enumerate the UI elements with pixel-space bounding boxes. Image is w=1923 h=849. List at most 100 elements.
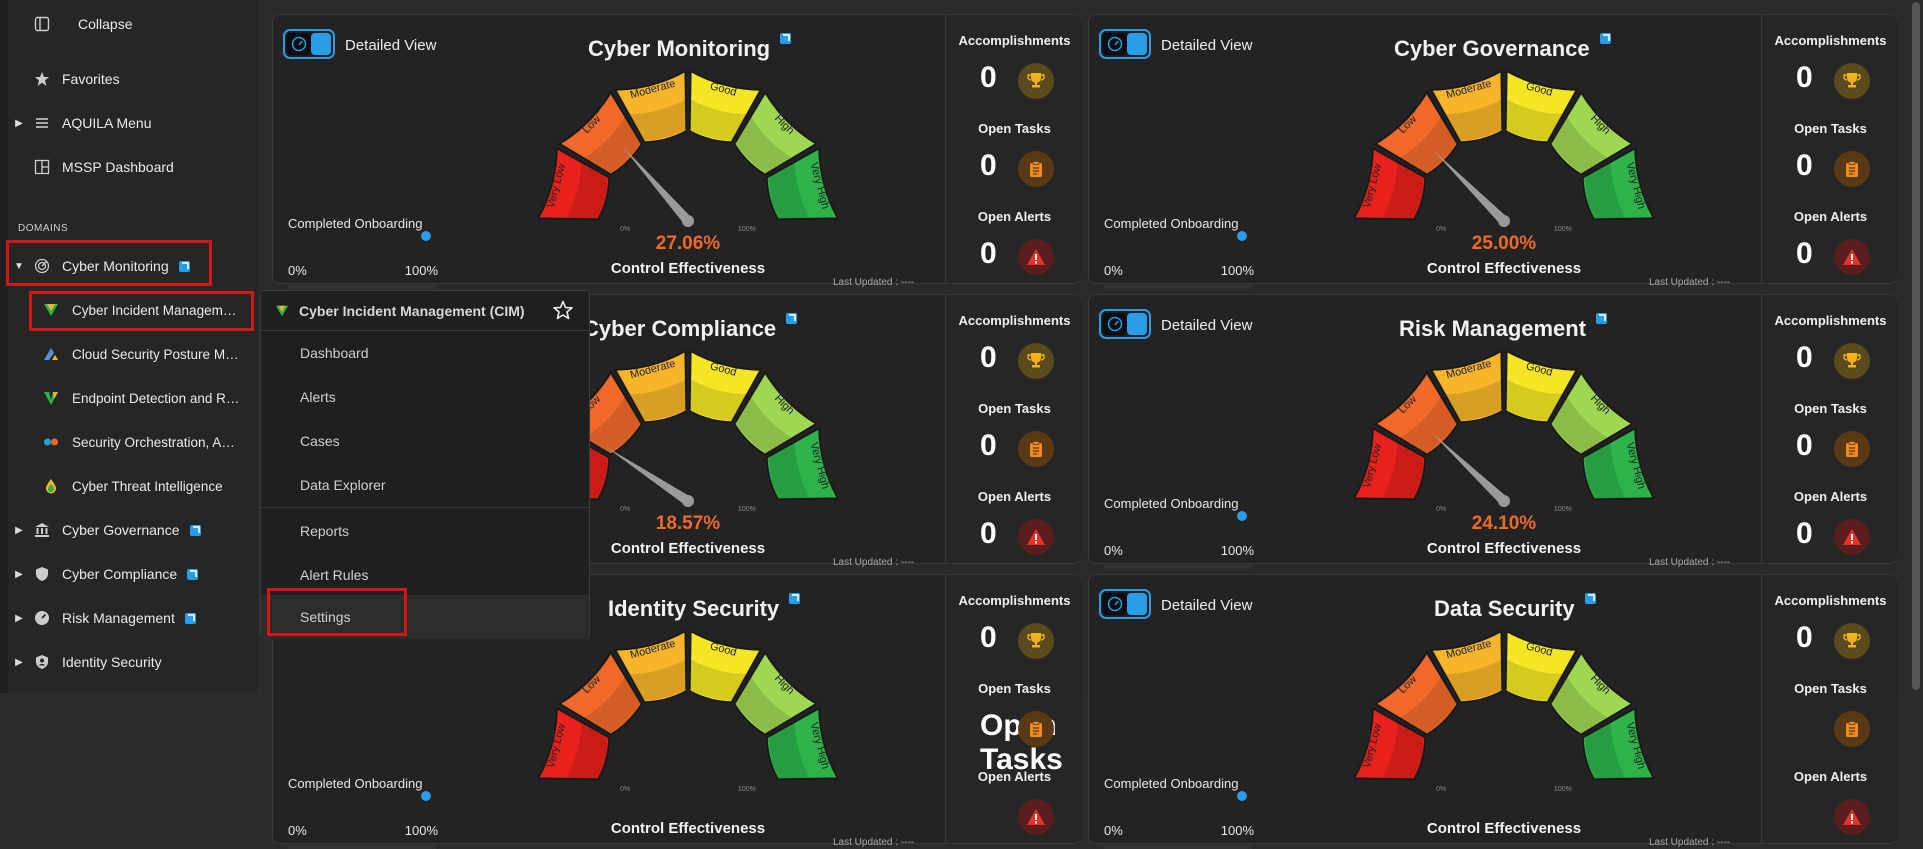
open-tasks-count: 0 <box>1796 149 1813 182</box>
sidebar-item-aquila-menu[interactable]: ▶ AQUILA Menu <box>8 103 258 143</box>
sidebar-subitem-cim[interactable]: Cyber Incident Management (CIM) <box>8 290 258 330</box>
trophy-icon <box>1018 63 1054 99</box>
sidebar-item-label: Identity Security <box>62 654 162 670</box>
accomplishments-count: 0 <box>980 621 997 654</box>
sidebar-item-cyber-monitoring[interactable]: ▼ Cyber Monitoring <box>8 246 258 286</box>
clipboard-icon <box>1834 431 1870 467</box>
onboarding-progress-bar <box>288 845 436 849</box>
flyout-item-alerts[interactable]: Alerts <box>300 389 336 405</box>
detailed-view-toggle[interactable] <box>1099 29 1151 59</box>
gauge-segment-shade <box>628 659 687 701</box>
open-alerts-label: Open Alerts <box>977 489 1052 504</box>
left-edge-strip <box>0 0 8 693</box>
gauge-segment <box>1354 426 1427 501</box>
flyout-item-cases[interactable]: Cases <box>300 433 340 449</box>
detailed-view-toggle[interactable] <box>1099 309 1151 339</box>
gauge-segment-shade <box>1584 441 1626 500</box>
external-link-icon[interactable] <box>189 524 201 536</box>
accomplishments-label: Accomplishments <box>958 313 1071 328</box>
onboarding-progress-labels: 0%100% <box>288 823 438 838</box>
info-icon[interactable] <box>421 231 431 241</box>
sidebar-item-cyber-compliance[interactable]: ▶ Cyber Compliance <box>8 554 258 594</box>
control-effectiveness-label: Control Effectiveness <box>610 260 766 277</box>
gauge-segment <box>613 351 688 424</box>
stats-panel: Accomplishments 0 Open Tasks 0 Open Aler… <box>1761 15 1898 283</box>
external-link-icon[interactable] <box>789 593 801 604</box>
gauge-segment-shade <box>1382 441 1424 500</box>
card-title[interactable]: Data Security <box>1434 593 1596 622</box>
accomplishments-label: Accomplishments <box>1774 313 1887 328</box>
card-title[interactable]: Cyber Governance <box>1394 33 1611 62</box>
external-link-icon[interactable] <box>780 33 792 44</box>
onboarding-progress-bar <box>288 285 436 289</box>
warning-icon <box>1018 799 1054 835</box>
sidebar-item-risk-management[interactable]: ▶ Risk Management <box>8 598 258 638</box>
scrollbar[interactable] <box>1909 0 1923 693</box>
highlight-box-cim <box>29 291 254 331</box>
favorite-star-icon[interactable] <box>553 300 573 325</box>
info-icon[interactable] <box>421 791 431 801</box>
open-tasks-label: Open Tasks <box>978 681 1051 696</box>
info-icon[interactable] <box>1237 511 1247 521</box>
open-alerts-label: Open Alerts <box>1793 769 1868 784</box>
flyout-divider <box>261 507 589 508</box>
external-link-icon[interactable] <box>786 313 798 324</box>
card-title[interactable]: Identity Security <box>608 593 801 622</box>
external-link-icon[interactable] <box>187 568 199 580</box>
gauge-segment-shade <box>628 379 687 421</box>
onboarding-progress-labels: 0%100% <box>1104 263 1254 278</box>
open-tasks-label: Open Tasks <box>1794 121 1867 136</box>
collapse-label: Collapse <box>78 16 133 32</box>
card-title[interactable]: Risk Management <box>1399 313 1608 342</box>
sidebar-subitem-cspm[interactable]: Cloud Security Posture Management <box>8 334 258 374</box>
collapse-button[interactable]: Collapse <box>8 4 258 44</box>
sidebar-item-favorites[interactable]: Favorites <box>8 59 258 99</box>
sidebar-item-identity-security[interactable]: ▶ Identity Security <box>8 642 258 682</box>
sidebar-item-cyber-governance[interactable]: ▶ Cyber Governance <box>8 510 258 550</box>
gauge-segment-shade <box>583 116 641 174</box>
accomplishments-count: 0 <box>1796 621 1813 654</box>
flyout-item-reports[interactable]: Reports <box>300 523 350 539</box>
sidebar-subitem-soar[interactable]: Security Orchestration, Automation <box>8 422 258 462</box>
detailed-view-toggle[interactable] <box>283 29 335 59</box>
card-title[interactable]: Cyber Monitoring <box>588 33 792 62</box>
toggle-fill <box>1127 33 1147 55</box>
open-tasks-label: Open Tasks <box>1794 401 1867 416</box>
flyout-item-data-explorer[interactable]: Data Explorer <box>300 477 386 493</box>
accomplishments-label: Accomplishments <box>958 593 1071 608</box>
gauge-min-label: 0% <box>1436 226 1446 233</box>
info-icon[interactable] <box>1237 231 1247 241</box>
sidebar-subitem-edr[interactable]: Endpoint Detection and Response <box>8 378 258 418</box>
open-tasks-label: Open Tasks <box>978 121 1051 136</box>
completed-onboarding-label: Completed Onboarding <box>288 216 423 231</box>
clipboard-icon <box>1018 711 1054 747</box>
gauge-max-label: 100% <box>1554 226 1572 233</box>
chevron-right-icon: ▶ <box>15 117 23 129</box>
control-effectiveness-label: Control Effectiveness <box>1426 260 1582 277</box>
sidebar-item-mssp-dashboard[interactable]: MSSP Dashboard <box>8 147 258 187</box>
sidebar-subitem-cti[interactable]: Cyber Threat Intelligence <box>8 466 258 506</box>
scrollbar-thumb[interactable] <box>1912 2 1920 690</box>
flyout-item-settings[interactable]: Settings <box>261 595 589 639</box>
gauge-segment <box>1504 71 1579 144</box>
open-alerts-count: 0 <box>980 237 997 270</box>
external-link-icon[interactable] <box>1599 33 1611 44</box>
detailed-view-toggle[interactable] <box>1099 589 1151 619</box>
info-icon[interactable] <box>1237 791 1247 801</box>
external-link-icon[interactable] <box>184 612 196 624</box>
gauge-segment-shade <box>689 659 748 701</box>
card-title[interactable]: Cyber Compliance <box>583 313 798 342</box>
flyout-item-alert-rules[interactable]: Alert Rules <box>300 567 369 583</box>
flyout-item-dashboard[interactable]: Dashboard <box>300 345 369 361</box>
gauge-segment-shade <box>1551 116 1609 174</box>
bank-icon <box>32 520 52 540</box>
external-link-icon[interactable] <box>1596 313 1608 324</box>
external-link-icon[interactable] <box>178 260 190 272</box>
last-updated-text: Last Updated : ---- <box>833 277 915 288</box>
gauge-segment-shade <box>1444 659 1503 701</box>
gauge-max-label: 100% <box>738 226 756 233</box>
domain-card: Detailed View Cyber Monitoring Completed… <box>272 14 1082 289</box>
external-link-icon[interactable] <box>1584 593 1596 604</box>
